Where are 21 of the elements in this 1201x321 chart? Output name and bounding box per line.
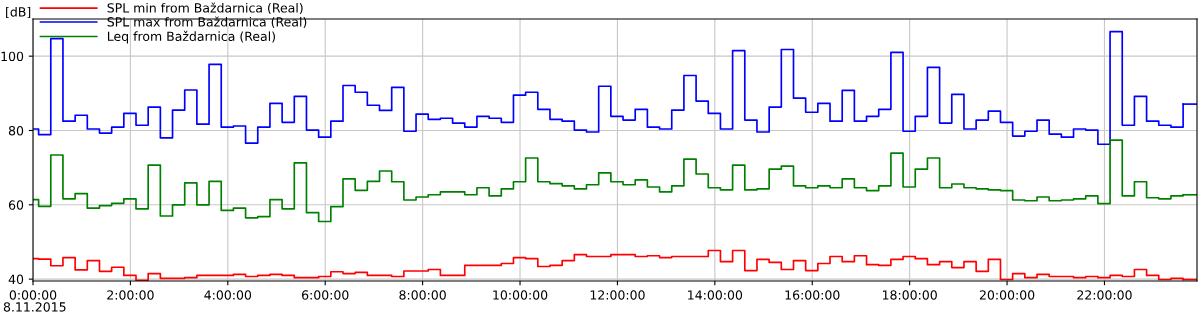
y-axis-title: [dB] (6, 6, 31, 19)
y-tick-label: 40 (8, 274, 24, 285)
x-tick-label: 22:00:00 (1077, 290, 1132, 300)
y-tick-label: 60 (8, 200, 24, 210)
text: 8.11.2015 (3, 302, 66, 312)
legend-label: SPL min from Baždarnica (Real) (107, 2, 303, 15)
x-tick-label: 8:00:00 (399, 290, 446, 300)
x-tick-label: 20:00:00 (979, 290, 1035, 300)
x-tick-label: 6:00:00 (302, 290, 349, 300)
x-tick-label: 4:00:00 (204, 290, 252, 300)
y-tick-label: 100 (1, 51, 24, 62)
x-tick-label: 0:00:00 (9, 290, 57, 300)
x-tick-label: 10:00:00 (493, 290, 548, 300)
x-tick-label: 18:00:00 (882, 290, 937, 300)
x-tick-label: 2:00:00 (107, 290, 154, 300)
x-tick-label: 16:00:00 (785, 290, 840, 300)
y-tick-label: 80 (8, 125, 24, 136)
legend-label: SPL max from Baždarnica (Real) (107, 16, 307, 29)
x-tick-label: 14:00:00 (688, 290, 743, 300)
legend-label: Leq from Baždarnica (Real) (107, 30, 275, 44)
x-tick-label: 12:00:00 (590, 290, 645, 300)
